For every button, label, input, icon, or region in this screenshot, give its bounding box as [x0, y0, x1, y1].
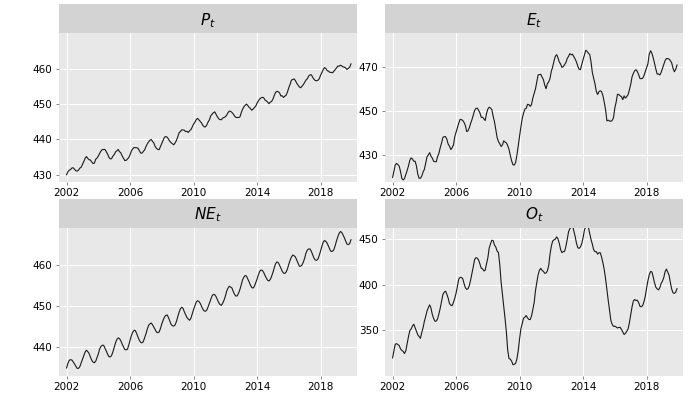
Text: $E_t$: $E_t$: [526, 11, 542, 30]
Text: $NE_t$: $NE_t$: [194, 205, 221, 224]
Text: $O_t$: $O_t$: [524, 205, 543, 224]
Text: $P_t$: $P_t$: [200, 11, 216, 30]
